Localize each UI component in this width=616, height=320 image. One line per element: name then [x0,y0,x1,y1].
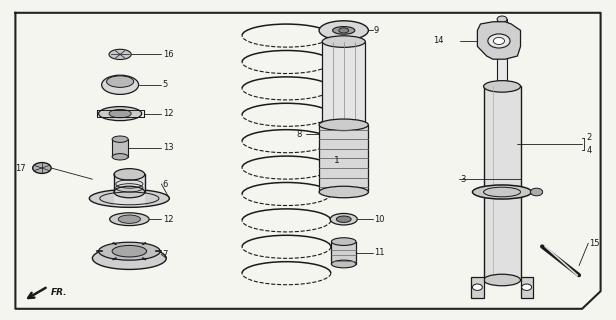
Bar [331,242,356,264]
Polygon shape [477,22,521,59]
Ellipse shape [99,242,160,260]
Ellipse shape [114,186,145,198]
Ellipse shape [472,185,532,199]
Ellipse shape [118,215,140,223]
Text: 8: 8 [296,130,302,139]
Text: 13: 13 [163,143,173,152]
Ellipse shape [112,136,128,142]
Text: 14: 14 [433,36,444,45]
Ellipse shape [336,216,351,222]
Text: 6: 6 [163,180,168,188]
Ellipse shape [114,169,145,180]
Text: 1: 1 [334,156,339,164]
Bar [471,277,484,298]
Ellipse shape [319,186,368,198]
Ellipse shape [112,245,147,257]
Text: 10: 10 [374,215,384,224]
Ellipse shape [33,163,51,173]
Bar [319,125,368,192]
Ellipse shape [110,213,149,226]
Ellipse shape [89,189,169,207]
Ellipse shape [331,260,356,268]
Text: 16: 16 [163,50,173,59]
Ellipse shape [109,49,131,60]
Bar [114,174,145,206]
Text: 11: 11 [374,248,384,257]
Ellipse shape [331,238,356,245]
Ellipse shape [330,213,357,225]
Text: 17: 17 [15,164,26,172]
Bar [112,139,128,157]
Text: 15: 15 [590,239,600,248]
Text: 7: 7 [163,250,168,259]
Bar [497,19,507,86]
Ellipse shape [493,37,505,44]
Ellipse shape [107,76,134,87]
Ellipse shape [488,34,510,48]
Bar [484,86,521,280]
Ellipse shape [109,109,131,118]
Text: 12: 12 [163,215,173,224]
Ellipse shape [497,16,507,22]
Ellipse shape [333,27,355,34]
Text: FR.: FR. [51,288,68,297]
Bar [521,277,533,298]
Bar [322,42,365,125]
Text: 9: 9 [374,26,379,35]
Ellipse shape [319,119,368,131]
Text: 5: 5 [163,80,168,89]
Text: 3: 3 [461,175,466,184]
Text: 12: 12 [163,109,173,118]
Ellipse shape [99,107,142,121]
Ellipse shape [522,284,532,291]
Ellipse shape [484,81,521,92]
Ellipse shape [322,36,365,47]
Ellipse shape [112,154,128,160]
Ellipse shape [319,21,368,40]
Ellipse shape [472,284,482,291]
Text: 2: 2 [586,133,592,142]
Ellipse shape [339,28,349,33]
Ellipse shape [484,274,521,286]
Ellipse shape [102,75,139,94]
Text: 4: 4 [586,146,592,155]
Ellipse shape [530,188,543,196]
Ellipse shape [92,247,166,269]
